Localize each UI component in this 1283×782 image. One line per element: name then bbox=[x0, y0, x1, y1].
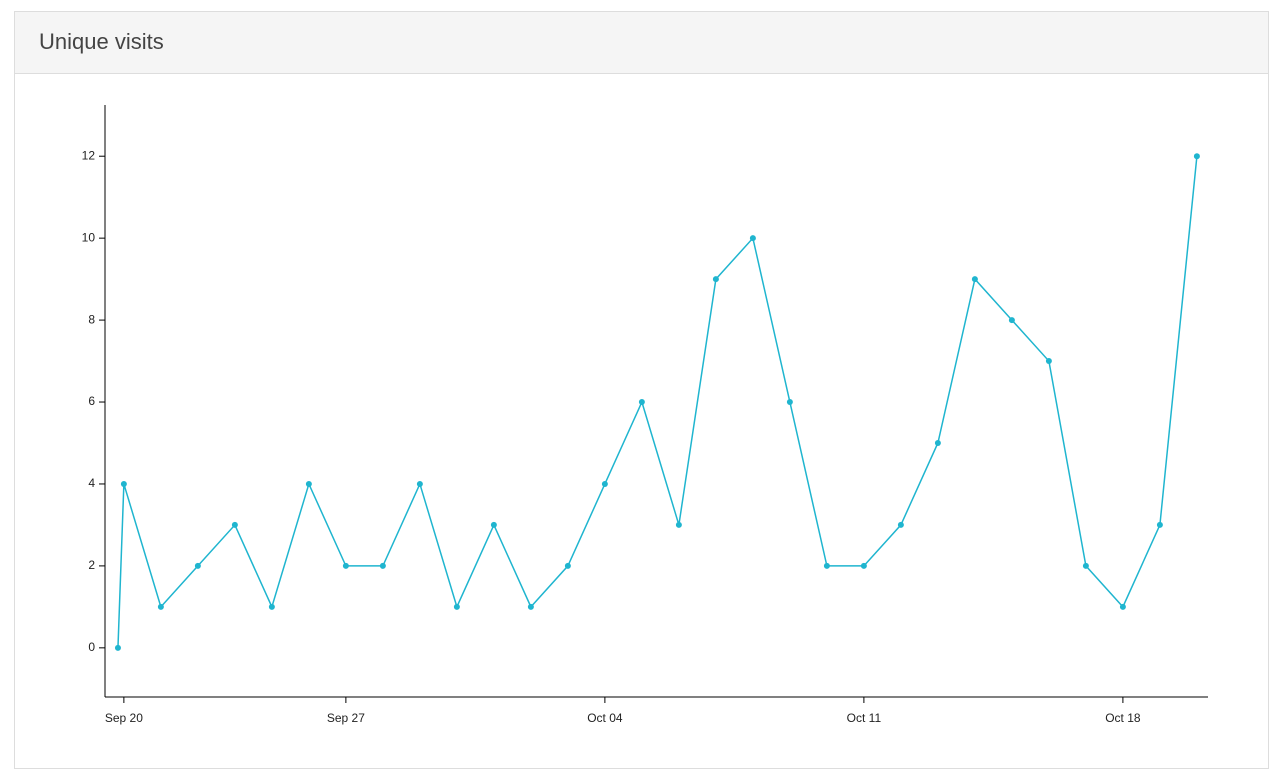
data-point bbox=[897, 521, 904, 528]
data-point bbox=[971, 276, 978, 283]
data-point bbox=[157, 603, 164, 610]
y-tick-label: 10 bbox=[82, 230, 96, 244]
panel-title: Unique visits bbox=[15, 12, 1268, 74]
data-point bbox=[527, 603, 534, 610]
y-tick-label: 12 bbox=[82, 148, 96, 162]
data-point bbox=[786, 399, 793, 406]
data-point bbox=[114, 644, 121, 651]
data-point bbox=[194, 562, 201, 569]
data-point bbox=[490, 521, 497, 528]
x-tick-label: Oct 11 bbox=[847, 711, 882, 725]
y-tick-label: 2 bbox=[88, 558, 95, 572]
data-point bbox=[601, 480, 608, 487]
data-point bbox=[453, 603, 460, 610]
x-tick-label: Sep 20 bbox=[105, 711, 143, 725]
data-point bbox=[823, 562, 830, 569]
data-point bbox=[1045, 358, 1052, 365]
x-tick-label: Oct 18 bbox=[1105, 711, 1141, 725]
data-point bbox=[564, 562, 571, 569]
data-point bbox=[749, 235, 756, 242]
data-point bbox=[1119, 603, 1126, 610]
data-point bbox=[934, 439, 941, 446]
data-point bbox=[712, 276, 719, 283]
data-point bbox=[231, 521, 238, 528]
y-tick-label: 0 bbox=[88, 640, 95, 654]
data-point bbox=[416, 480, 423, 487]
y-tick-label: 8 bbox=[88, 312, 95, 326]
data-point bbox=[268, 603, 275, 610]
y-tick-label: 6 bbox=[88, 394, 95, 408]
panel: Unique visits bbox=[14, 11, 1269, 769]
data-point bbox=[1156, 521, 1163, 528]
series-line bbox=[117, 156, 1198, 648]
data-point bbox=[342, 562, 349, 569]
data-point bbox=[860, 562, 867, 569]
data-point bbox=[120, 480, 127, 487]
data-point bbox=[675, 521, 682, 528]
data-point bbox=[1193, 153, 1200, 160]
data-point bbox=[379, 562, 386, 569]
x-tick-label: Oct 04 bbox=[587, 711, 623, 725]
data-point bbox=[638, 399, 645, 406]
x-tick-label: Sep 27 bbox=[327, 711, 365, 725]
data-point bbox=[305, 480, 312, 487]
data-point bbox=[1082, 562, 1089, 569]
data-point bbox=[1008, 317, 1015, 324]
y-tick-label: 4 bbox=[88, 476, 95, 490]
